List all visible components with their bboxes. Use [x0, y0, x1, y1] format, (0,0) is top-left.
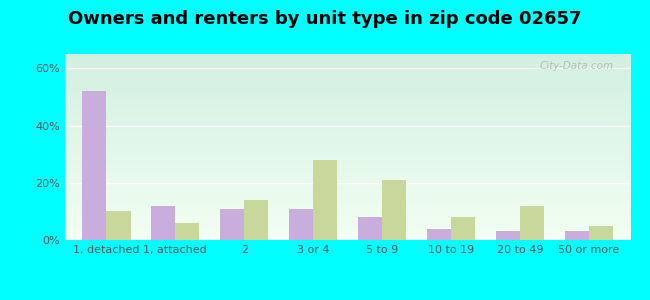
Bar — [427, 229, 451, 240]
Text: City-Data.com: City-Data.com — [540, 61, 614, 71]
Bar — [496, 231, 520, 240]
Bar — [358, 217, 382, 240]
Bar — [244, 200, 268, 240]
Bar — [565, 231, 589, 240]
Bar — [451, 217, 475, 240]
Bar — [83, 91, 107, 240]
Bar — [382, 180, 406, 240]
Bar — [520, 206, 544, 240]
Bar — [107, 212, 131, 240]
Bar — [220, 208, 244, 240]
Bar — [589, 226, 613, 240]
Bar — [176, 223, 200, 240]
Bar — [151, 206, 176, 240]
Bar — [313, 160, 337, 240]
Text: Owners and renters by unit type in zip code 02657: Owners and renters by unit type in zip c… — [68, 11, 582, 28]
Bar — [289, 208, 313, 240]
